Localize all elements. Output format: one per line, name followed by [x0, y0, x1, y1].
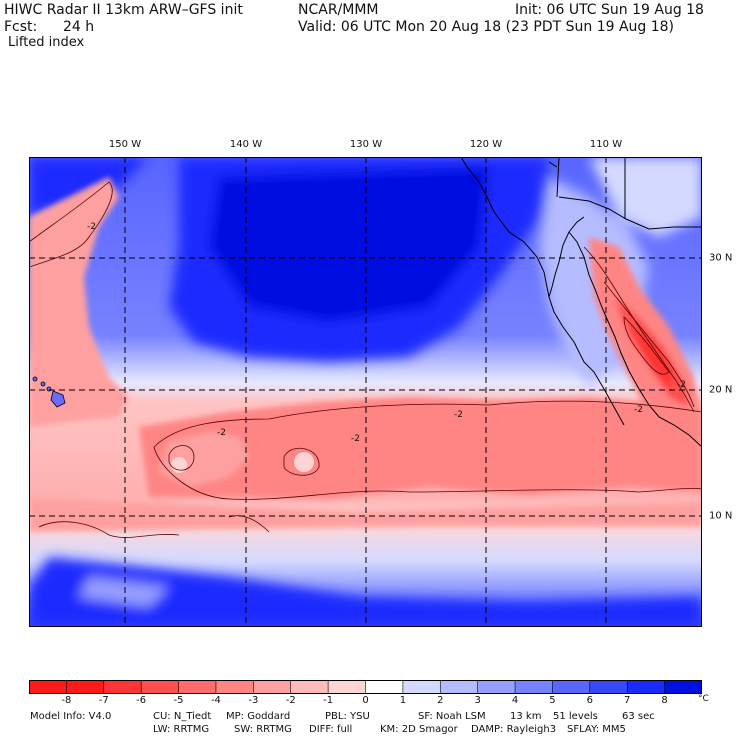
colorbar-segment [515, 680, 553, 694]
colorbar-tick-label: -6 [136, 695, 147, 706]
contour-label: -2 [351, 434, 360, 444]
lon-label-130w: 130 W [349, 139, 383, 150]
colorbar [29, 680, 702, 694]
lon-label-140w: 140 W [229, 139, 263, 150]
forecast-hour: 24 h [63, 19, 95, 35]
contour-label: -2 [454, 410, 463, 420]
colorbar-tick-label: 1 [399, 695, 407, 706]
colorbar-tick-label: -7 [98, 695, 109, 706]
info-sflay: SFLAY: MM5 [567, 724, 626, 735]
lifted-index-map: -2 -2 -2 -2 -2 -2 [29, 157, 702, 627]
info-mp: MP: Goddard [226, 711, 291, 722]
info-diff: DIFF: full [309, 724, 353, 735]
info-damp: DAMP: Rayleigh3 [471, 724, 557, 735]
colorbar-tick-label: -1 [323, 695, 334, 706]
info-model: Model Info: V4.0 [30, 711, 112, 722]
colorbar-segment [627, 680, 666, 694]
lat-label-20n: 20 N [709, 384, 733, 396]
colorbar-tick-label: 0 [362, 695, 369, 706]
colorbar-segment [589, 680, 628, 694]
colorbar-tick-label: 6 [586, 695, 594, 706]
lat-label-10n: 10 N [709, 510, 733, 522]
graticule [29, 157, 702, 627]
colorbar-segment [290, 680, 329, 694]
colorbar-tick-label: 2 [437, 695, 444, 706]
contour-label: -2 [634, 405, 643, 415]
colorbar-tick-label: 8 [661, 695, 668, 706]
colorbar-tick-label: -8 [61, 695, 72, 706]
colorbar-tick-label: 4 [511, 695, 519, 706]
colorbar-segment [215, 680, 254, 694]
contour-label: -2 [217, 428, 226, 438]
forecast-label: Fcst: [4, 19, 38, 35]
info-cu: CU: N_Tiedt [153, 711, 212, 722]
info-dt: 63 sec [622, 711, 655, 722]
info-lw: LW: RRTMG [153, 724, 210, 735]
lon-label-150w: 150 W [108, 139, 142, 150]
colorbar-segment [29, 680, 67, 694]
colorbar-segment [66, 680, 105, 694]
lon-label-120w: 120 W [469, 139, 503, 150]
colorbar-segment [365, 680, 404, 694]
colorbar-tick-label: -4 [210, 695, 221, 706]
unstable-region [29, 177, 702, 532]
colorbar-segment [664, 680, 702, 694]
valid-time: Valid: 06 UTC Mon 20 Aug 18 (23 PDT Sun … [298, 19, 675, 35]
colorbar-tick-label: 5 [549, 695, 556, 706]
contour-value-labels: -2 -2 -2 -2 -2 -2 [87, 222, 686, 444]
organization: NCAR/MMM [298, 2, 379, 18]
info-sw: SW: RRTMG [234, 724, 292, 735]
colorbar-unit: °C [698, 694, 709, 704]
colorbar-segment [477, 680, 516, 694]
info-pbl: PBL: YSU [325, 711, 370, 722]
colorbar-tick-label: -3 [248, 695, 259, 706]
colorbar-segment [440, 680, 479, 694]
contour-label: -2 [677, 380, 686, 390]
colorbar-segment [103, 680, 142, 694]
stable-region [29, 157, 702, 627]
colorbar-tick-label: -2 [285, 695, 296, 706]
info-levels: 51 levels [553, 711, 598, 722]
contour-label: -2 [87, 222, 96, 232]
init-time: Init: 06 UTC Sun 19 Aug 18 [515, 2, 704, 18]
field-name: Lifted index [8, 35, 85, 50]
colorbar-segment [178, 680, 217, 694]
colorbar-segment [402, 680, 441, 694]
cyclone-eye [171, 457, 187, 473]
colorbar-tick-label: 3 [474, 695, 481, 706]
colorbar-tick-label: 7 [624, 695, 631, 706]
colorbar-segment [141, 680, 180, 694]
info-km: KM: 2D Smagor [380, 724, 458, 735]
info-res: 13 km [510, 711, 542, 722]
info-sf: SF: Noah LSM [418, 711, 486, 722]
lon-label-110w: 110 W [589, 139, 623, 150]
colorbar-tick-label: -5 [173, 695, 184, 706]
lat-label-30n: 30 N [709, 252, 733, 264]
coastline [460, 157, 702, 448]
colorbar-segment [253, 680, 292, 694]
colorbar-segment [328, 680, 366, 694]
colorbar-segment [552, 680, 591, 694]
map-frame [29, 157, 702, 627]
convective-gap [294, 452, 314, 472]
model-title: HIWC Radar II 13km ARW–GFS init [4, 2, 243, 18]
contour-lines [29, 181, 702, 538]
